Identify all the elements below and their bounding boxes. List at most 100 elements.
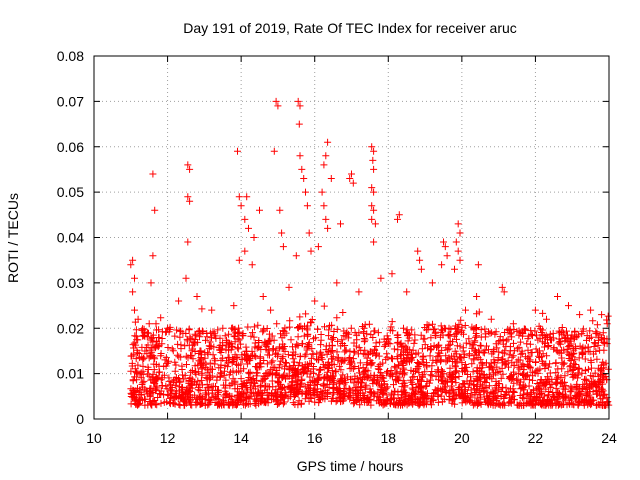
data-point xyxy=(582,396,590,404)
data-point xyxy=(322,215,330,223)
data-point xyxy=(478,364,486,372)
data-point xyxy=(298,340,306,348)
data-point xyxy=(289,348,297,356)
data-point xyxy=(360,324,368,332)
data-point xyxy=(387,400,394,408)
data-point xyxy=(320,380,328,388)
data-point xyxy=(367,360,375,368)
data-point xyxy=(137,374,145,382)
data-point xyxy=(568,400,576,408)
data-point xyxy=(151,355,159,363)
data-point xyxy=(210,393,218,401)
data-point xyxy=(247,388,255,396)
data-point xyxy=(273,370,281,378)
data-point xyxy=(463,377,471,385)
data-point xyxy=(269,357,277,365)
data-point xyxy=(198,371,206,379)
data-point xyxy=(328,394,336,402)
data-point xyxy=(450,390,458,398)
data-point xyxy=(360,368,368,376)
data-point xyxy=(522,373,529,381)
data-point xyxy=(383,353,391,361)
data-point xyxy=(327,175,335,182)
data-point xyxy=(319,381,327,389)
data-point xyxy=(155,341,163,349)
data-point xyxy=(442,352,450,360)
data-point xyxy=(446,393,454,400)
data-point xyxy=(333,325,341,333)
data-point xyxy=(415,383,423,391)
data-point xyxy=(584,365,592,373)
data-point xyxy=(562,382,570,390)
data-point xyxy=(299,369,307,377)
data-point xyxy=(189,341,197,349)
data-point xyxy=(367,331,375,339)
data-point xyxy=(301,395,309,403)
data-point xyxy=(320,302,328,310)
data-point xyxy=(371,346,379,354)
data-point xyxy=(534,348,541,356)
data-point xyxy=(291,367,299,374)
data-point xyxy=(566,342,574,349)
data-point xyxy=(237,360,245,368)
data-point xyxy=(240,401,248,409)
data-point xyxy=(472,375,480,383)
data-point xyxy=(410,373,418,381)
data-point xyxy=(341,374,349,382)
data-point xyxy=(235,193,243,201)
data-point xyxy=(168,345,176,353)
data-point xyxy=(398,387,406,395)
data-point xyxy=(508,359,516,367)
data-point xyxy=(343,329,351,337)
data-point xyxy=(384,335,392,343)
data-point xyxy=(342,378,350,386)
data-point xyxy=(528,368,536,376)
data-point xyxy=(201,401,209,409)
data-point xyxy=(427,345,435,353)
data-point xyxy=(439,380,447,388)
data-point xyxy=(386,340,394,348)
data-point xyxy=(142,387,150,395)
data-point xyxy=(399,364,407,372)
data-point xyxy=(476,399,484,407)
x-axis-label: GPS time / hours xyxy=(297,458,404,474)
data-point xyxy=(350,379,358,387)
data-point xyxy=(604,365,612,373)
data-point xyxy=(502,342,510,350)
data-point xyxy=(127,367,135,375)
data-point xyxy=(272,397,280,405)
data-point xyxy=(129,341,137,349)
data-point xyxy=(148,348,156,356)
data-point xyxy=(346,354,354,361)
data-point xyxy=(444,378,451,386)
data-point xyxy=(214,326,222,334)
data-point xyxy=(459,344,467,352)
data-point xyxy=(366,388,374,396)
data-point xyxy=(370,371,378,379)
data-point xyxy=(248,261,256,269)
data-point xyxy=(306,384,314,392)
data-point xyxy=(446,372,454,380)
data-point xyxy=(398,400,406,408)
data-point xyxy=(242,356,250,364)
data-point xyxy=(593,321,601,329)
data-point xyxy=(384,367,391,375)
data-point xyxy=(509,352,517,360)
data-point xyxy=(347,375,354,383)
data-point xyxy=(328,367,336,375)
data-point xyxy=(401,342,409,350)
data-point xyxy=(586,327,594,335)
data-point xyxy=(187,396,194,404)
data-point xyxy=(390,345,398,353)
data-point xyxy=(145,398,153,405)
data-point xyxy=(153,338,160,346)
data-point xyxy=(381,399,389,407)
data-point xyxy=(202,336,209,344)
data-point xyxy=(544,373,552,381)
data-point xyxy=(173,326,181,334)
data-point xyxy=(273,401,281,408)
data-point xyxy=(403,288,411,296)
data-point xyxy=(468,344,476,352)
data-point xyxy=(421,368,429,376)
data-point xyxy=(560,346,568,354)
